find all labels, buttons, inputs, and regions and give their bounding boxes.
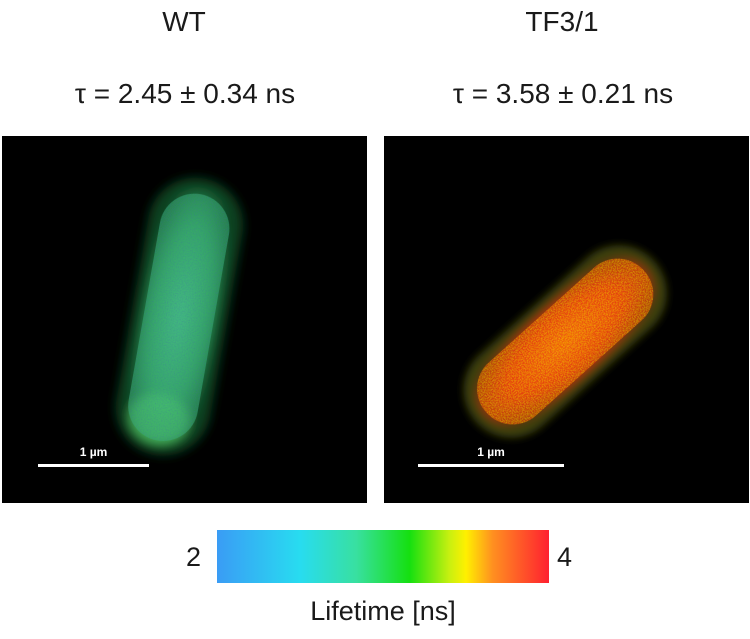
scale-bar-tf31: [418, 464, 564, 467]
cell-image-wt: [115, 177, 244, 456]
colorbar-title: Lifetime [ns]: [310, 596, 456, 626]
panel-title-tf31: TF3/1: [525, 6, 599, 37]
scale-bar-label-tf31: 1 µm: [477, 445, 505, 459]
scale-bar-label-wt: 1 µm: [79, 445, 108, 459]
flim-image-tf31: 1 µm: [384, 136, 749, 503]
scale-bar-wt: [38, 464, 149, 467]
cell-image-tf31: [463, 245, 667, 438]
panel-title-wt: WT: [162, 6, 206, 37]
colorbar-min-label: 2: [186, 542, 202, 572]
lifetime-colorbar: [217, 530, 549, 583]
colorbar-max-label: 4: [557, 542, 573, 572]
flim-image-wt: 1 µm: [2, 136, 367, 503]
lifetime-value-wt: τ = 2.45 ± 0.34 ns: [74, 78, 296, 109]
lifetime-value-tf31: τ = 3.58 ± 0.21 ns: [452, 78, 674, 109]
